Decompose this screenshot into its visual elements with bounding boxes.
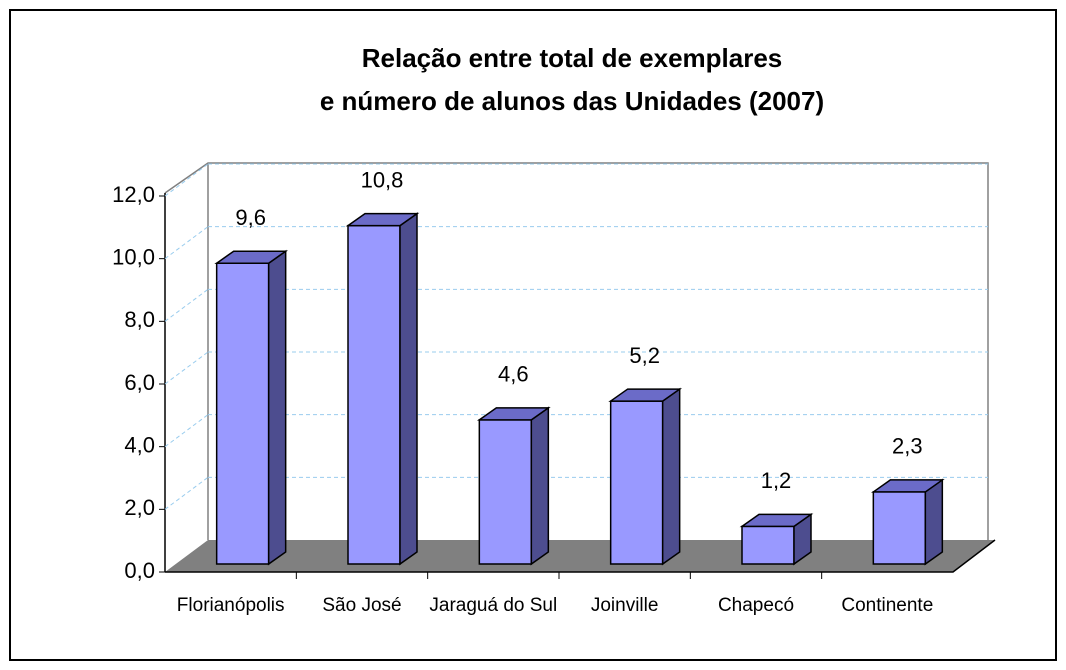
value-label: 9,6: [235, 205, 266, 230]
x-tick-label: Continente: [841, 595, 934, 616]
bar: [476, 406, 551, 566]
bar: [870, 478, 945, 566]
x-tick-label: Florianópolis: [176, 595, 285, 616]
x-tick-label: São José: [322, 595, 402, 616]
bar-side: [661, 387, 681, 566]
floor: [165, 540, 995, 572]
bar-top: [608, 388, 683, 402]
grid-line: [164, 351, 209, 385]
value-label: 4,6: [498, 362, 529, 387]
bar: [345, 212, 420, 566]
y-tick-label: 4,0: [124, 432, 155, 457]
bar-side: [530, 406, 550, 566]
bar-top: [739, 513, 814, 528]
bar-side: [924, 478, 944, 566]
bar-front: [872, 491, 927, 565]
y-tick-label: 8,0: [124, 307, 155, 332]
bar: [739, 512, 814, 566]
x-tick-label: Joinville: [590, 595, 659, 616]
chart-title: e número de alunos das Unidades (2007): [320, 86, 824, 116]
y-tick-label: 0,0: [124, 558, 155, 583]
bar-top: [345, 212, 420, 227]
y-tick-label: 6,0: [124, 370, 155, 395]
bar-front: [741, 525, 795, 565]
bar-front: [609, 400, 664, 565]
value-label: 10,8: [361, 167, 404, 192]
grid-line: [164, 414, 209, 448]
bar: [608, 387, 683, 566]
value-label: 5,2: [629, 343, 660, 368]
grid-line: [164, 476, 209, 510]
grid-line: [164, 288, 209, 322]
bar-side: [399, 212, 418, 566]
grid-line: [164, 163, 209, 197]
bar-front: [478, 419, 533, 565]
x-tick-label: Chapecó: [717, 595, 795, 616]
bar-side: [267, 249, 287, 566]
bar-front: [347, 224, 401, 565]
grid-line: [164, 226, 209, 260]
bar-top: [214, 250, 289, 264]
y-tick-label: 12,0: [112, 182, 155, 207]
y-tick-label: 10,0: [112, 244, 155, 269]
bar-front: [215, 262, 270, 565]
bar-top: [476, 407, 551, 421]
value-label: 2,3: [892, 434, 923, 459]
value-label: 1,2: [761, 468, 792, 493]
y-tick-label: 2,0: [124, 495, 155, 520]
chart-title: Relação entre total de exemplares: [362, 43, 783, 73]
bar-top: [870, 479, 945, 493]
bar: [214, 249, 289, 566]
x-tick-label: Jaraguá do Sul: [429, 595, 558, 616]
